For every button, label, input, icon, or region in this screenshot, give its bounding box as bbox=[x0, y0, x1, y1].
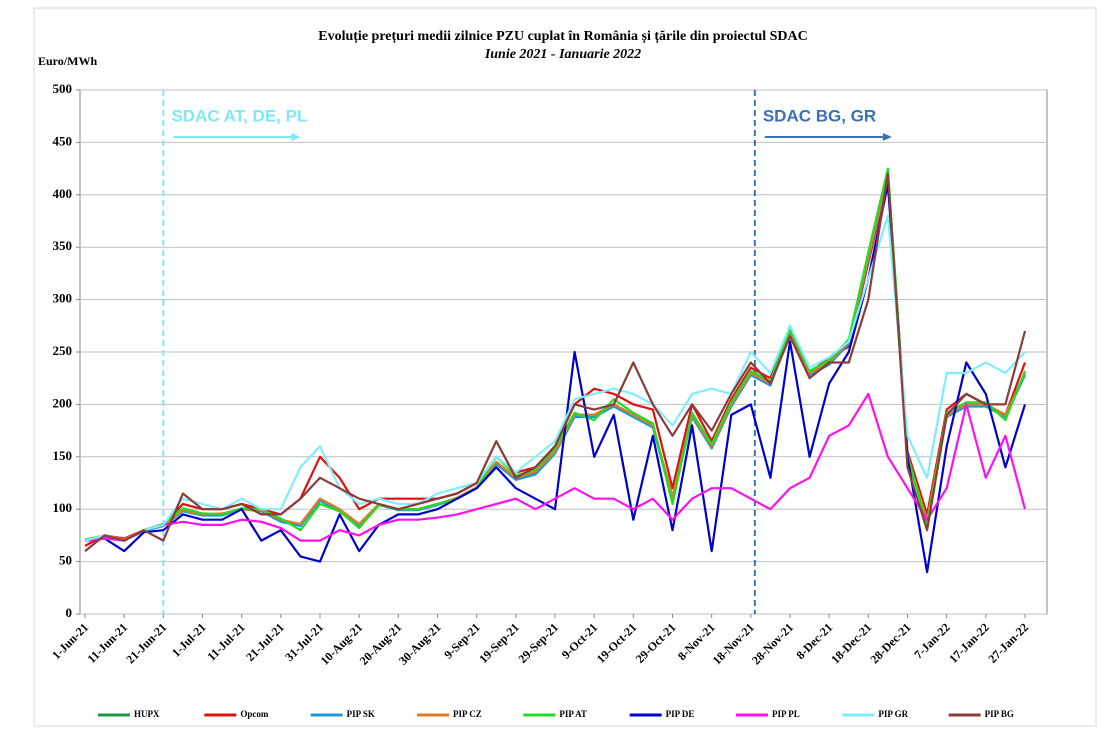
legend-label: PIP BG bbox=[985, 709, 1014, 719]
y-tick-label: 450 bbox=[53, 133, 73, 148]
y-tick-label: 500 bbox=[53, 81, 73, 96]
legend-label: Opcom bbox=[240, 709, 269, 719]
series-line bbox=[84, 214, 1026, 542]
y-axis-label: Euro/MWh bbox=[38, 54, 97, 68]
legend-label: PIP DE bbox=[666, 709, 695, 719]
y-tick-label: 50 bbox=[59, 553, 72, 568]
annotation-arrowhead bbox=[882, 133, 892, 141]
y-tick-label: 400 bbox=[53, 186, 73, 201]
y-tick-label: 0 bbox=[66, 605, 73, 620]
legend-label: PIP AT bbox=[559, 709, 587, 719]
annotation-text: SDAC AT, DE, PL bbox=[171, 106, 307, 125]
y-tick-label: 150 bbox=[53, 448, 73, 463]
legend-label: PIP CZ bbox=[453, 709, 482, 719]
y-tick-label: 100 bbox=[53, 500, 73, 515]
y-tick-label: 200 bbox=[53, 395, 73, 410]
legend-label: PIP GR bbox=[878, 709, 908, 719]
series-line bbox=[84, 172, 1027, 552]
y-tick-label: 300 bbox=[53, 291, 73, 306]
annotation-text: SDAC BG, GR bbox=[763, 106, 876, 125]
y-tick-label: 250 bbox=[53, 343, 73, 358]
chart-subtitle: Iunie 2021 - Ianuarie 2022 bbox=[484, 47, 641, 62]
chart-title: Evoluție prețuri medii zilnice PZU cupla… bbox=[318, 29, 807, 44]
legend-label: PIP PL bbox=[772, 709, 800, 719]
annotation-arrowhead bbox=[291, 133, 301, 141]
series-line bbox=[84, 392, 1027, 542]
y-tick-label: 350 bbox=[53, 238, 73, 253]
legend-label: HUPX bbox=[134, 709, 160, 719]
chart-frame bbox=[33, 7, 1097, 727]
legend-label: PIP SK bbox=[347, 709, 375, 719]
